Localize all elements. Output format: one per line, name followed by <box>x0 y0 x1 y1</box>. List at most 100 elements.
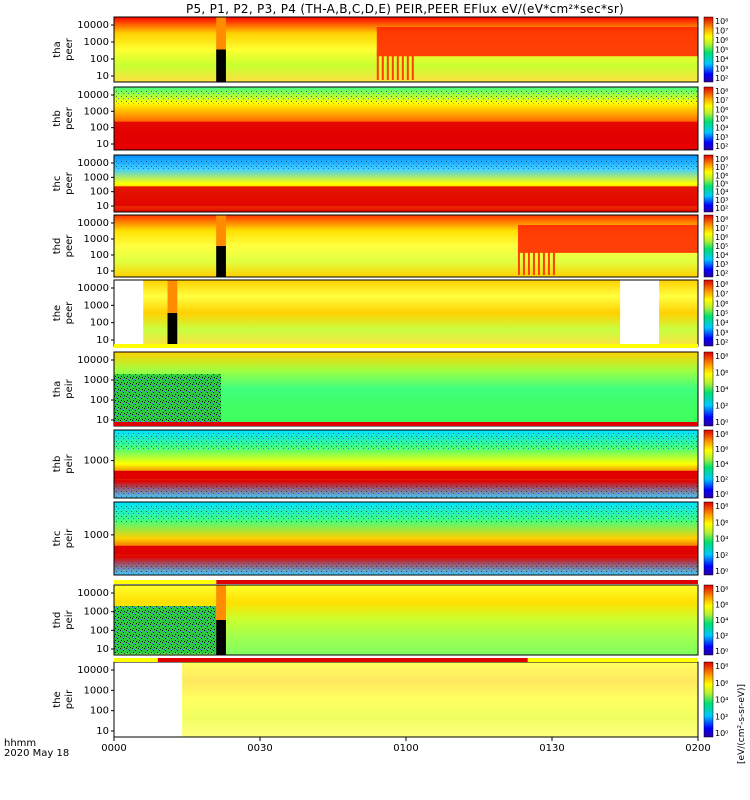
colorbar-tick-label: 10⁴ <box>715 188 728 197</box>
colorbar-tick-label: 10⁷ <box>715 224 728 233</box>
y-tick-label: 1000 <box>84 607 109 618</box>
panel-thc-peer: 10000 1000 100 10 thc peer 10²10³10⁴10⁵10⁶10⁷1… <box>52 154 728 213</box>
colorbar-tick-label: 10² <box>715 142 728 151</box>
colorbar-tick-label: 10² <box>715 269 728 278</box>
colorbar-tick-label: 10⁸ <box>715 87 728 96</box>
y-tick-label: 10 <box>96 201 109 212</box>
colorbar <box>703 351 714 427</box>
chart-title: P5, P1, P2, P3, P4 (TH-A,B,C,D,E) PEIR,P… <box>185 2 625 16</box>
colorbar-tick-label: 10² <box>715 632 728 641</box>
colorbar-tick-label: 10⁸ <box>715 502 728 511</box>
y-tick-label: 10000 <box>77 90 109 101</box>
onset-stripe <box>381 49 384 80</box>
colorbar-tick-label: 10² <box>715 204 728 213</box>
colorbar-tick-label: 10⁶ <box>715 445 728 454</box>
y-tick-label: 10 <box>96 415 109 426</box>
panel-thd-peir: 10000 1000 100 10 thd peir 10⁰ 10² 10⁴ 10⁶ 10⁸ <box>52 584 728 656</box>
spectrogram-image <box>114 280 698 346</box>
noise-band <box>114 504 698 523</box>
panel-label-instrument: peir <box>64 528 75 548</box>
panel-frame <box>113 429 699 499</box>
colorbar-tick-label: 10⁷ <box>715 290 728 299</box>
y-tick-label: 1000 <box>84 375 109 386</box>
colorbar-tick-label: 10⁰ <box>715 567 728 576</box>
colorbar-tick-label: 10⁵ <box>715 115 728 124</box>
colorbar-tick-label: 10⁰ <box>715 647 728 656</box>
onset-stripe <box>391 49 394 80</box>
panel-frame <box>113 16 699 83</box>
colorbar-tick-label: 10³ <box>715 328 728 337</box>
panel-label-instrument: peir <box>64 689 75 709</box>
colorbar-tick-label: 10⁰ <box>715 490 728 499</box>
panel-label-instrument: peer <box>64 301 75 325</box>
quality-flag-bar <box>114 580 217 584</box>
onset-stripe <box>396 49 399 80</box>
panel-label-probe: tha <box>52 381 63 397</box>
onset-stripe <box>406 49 409 80</box>
panel-tha-peer: 10000 1000 100 10 tha peer 10²10³10⁴10⁵10⁶10⁷1… <box>52 16 728 83</box>
y-tick-label: 10000 <box>77 283 109 294</box>
gap-column <box>216 585 226 620</box>
high-flux-band <box>114 121 698 144</box>
y-tick-label: 100 <box>90 706 109 717</box>
panel-label-probe: thd <box>52 612 63 629</box>
y-tick-label: 100 <box>90 250 109 261</box>
colorbar-tick-label: 10⁵ <box>715 180 728 189</box>
y-tick-label: 100 <box>90 625 109 636</box>
onset-band <box>376 27 698 57</box>
high-flux-band <box>114 186 698 207</box>
panel-label-instrument: peer <box>64 106 75 130</box>
colorbar <box>703 584 714 656</box>
y-tick-label: 10000 <box>77 588 109 599</box>
colorbar-tick-label: 10³ <box>715 133 728 142</box>
y-tick-label: 1000 <box>84 172 109 183</box>
y-tick-label: 1000 <box>84 37 109 48</box>
panel-thb-peir: 1000 thb peir 10⁰ 10² 10⁴ 10⁶ 10⁸ <box>52 429 728 499</box>
colorbar <box>703 279 714 347</box>
noise-band <box>114 432 698 449</box>
colorbar-tick-label: 10⁴ <box>715 319 728 328</box>
colorbar-tick-label: 10² <box>715 402 728 411</box>
colorbar-tick-label: 10⁸ <box>715 585 728 594</box>
quality-flag-bar <box>114 422 698 426</box>
colorbar-tick-label: 10⁵ <box>715 309 728 318</box>
panel-tha-peir: 10000 1000 100 10 tha peir 10⁰ 10² 10⁴ 10⁶ 10⁸ <box>52 351 728 427</box>
panel-label-probe: thc <box>52 176 63 192</box>
onset-band <box>517 225 698 253</box>
no-data-region <box>620 280 660 346</box>
colorbar-tick-label: 10⁰ <box>715 418 728 427</box>
colorbar-tick-label: 10⁷ <box>715 96 728 105</box>
colorbar-tick-label: 10⁴ <box>715 616 728 625</box>
y-tick-label: 100 <box>90 187 109 198</box>
y-tick-label: 10000 <box>77 218 109 229</box>
colorbar-tick-label: 10² <box>715 74 728 83</box>
panel-label-probe: thc <box>52 531 63 547</box>
y-tick-label: 10 <box>96 726 109 737</box>
panel-label-probe: thb <box>52 110 63 127</box>
colorbar-tick-label: 10⁶ <box>715 105 728 114</box>
noise-band <box>114 159 698 171</box>
x-tick-label: 0130 <box>539 743 564 754</box>
y-tick-label: 10 <box>96 335 109 346</box>
gap-column-dark <box>216 246 226 277</box>
colorbar-tick-label: 10⁴ <box>715 696 728 705</box>
y-tick-label: 10000 <box>77 355 109 366</box>
quality-flag-bar <box>157 658 528 662</box>
y-tick-label: 100 <box>90 54 109 65</box>
colorbar-tick-label: 10⁰ <box>715 729 728 738</box>
colorbar-tick-label: 10² <box>715 712 728 721</box>
spectrogram-image <box>114 662 698 737</box>
panel-frame <box>113 154 699 213</box>
high-flux-band <box>114 470 698 479</box>
colorbar-tick-label: 10⁶ <box>715 233 728 242</box>
colorbar <box>703 429 714 499</box>
onset-stripe <box>537 246 540 275</box>
y-tick-label: 100 <box>90 318 109 329</box>
colorbar-tick-label: 10⁴ <box>715 55 728 64</box>
colorbar-tick-label: 10⁷ <box>715 163 728 172</box>
panel-label-instrument: peer <box>64 37 75 61</box>
panel-the-peir: 10000 1000 100 10 the peir 10⁰ 10² 10⁴ 10⁶ 10⁸ <box>52 661 728 738</box>
y-tick-label: 10000 <box>77 158 109 169</box>
noisy-region <box>114 374 222 425</box>
